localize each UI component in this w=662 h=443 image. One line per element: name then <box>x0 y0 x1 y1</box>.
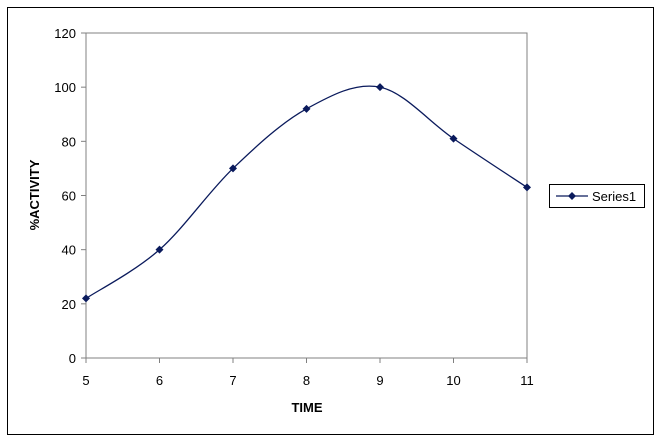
data-point <box>229 164 237 173</box>
x-tick-label: 5 <box>82 373 89 388</box>
data-point <box>82 294 90 303</box>
y-tick-label: 20 <box>62 297 76 312</box>
x-tick-label: 6 <box>156 373 163 388</box>
y-tick-label: 0 <box>69 351 76 366</box>
data-point <box>155 245 164 254</box>
plot-area <box>85 32 528 359</box>
data-point <box>302 104 311 113</box>
x-axis: 5 6 7 8 9 10 11 <box>82 358 534 388</box>
y-tick-label: 40 <box>62 243 76 258</box>
data-point <box>376 83 384 92</box>
x-tick-label: 8 <box>303 373 310 388</box>
data-point <box>523 183 531 192</box>
y-tick-label: 80 <box>62 134 76 149</box>
series-markers <box>82 83 531 303</box>
x-tick-label: 9 <box>376 373 383 388</box>
legend-label: Series1 <box>592 189 636 204</box>
legend-marker <box>568 192 576 200</box>
y-axis-title: %ACTIVITY <box>27 159 42 230</box>
y-tick-label: 60 <box>62 189 76 204</box>
y-tick-label: 120 <box>54 26 76 41</box>
x-tick-label: 10 <box>446 373 460 388</box>
x-tick-label: 7 <box>229 373 236 388</box>
legend-box <box>549 184 645 208</box>
data-point <box>449 134 458 143</box>
y-axis: 0 20 40 60 80 100 120 <box>54 26 86 366</box>
x-axis-title: TIME <box>291 400 322 415</box>
legend: Series1 <box>549 184 645 208</box>
x-tick-label: 11 <box>520 373 534 388</box>
y-tick-label: 100 <box>54 80 76 95</box>
